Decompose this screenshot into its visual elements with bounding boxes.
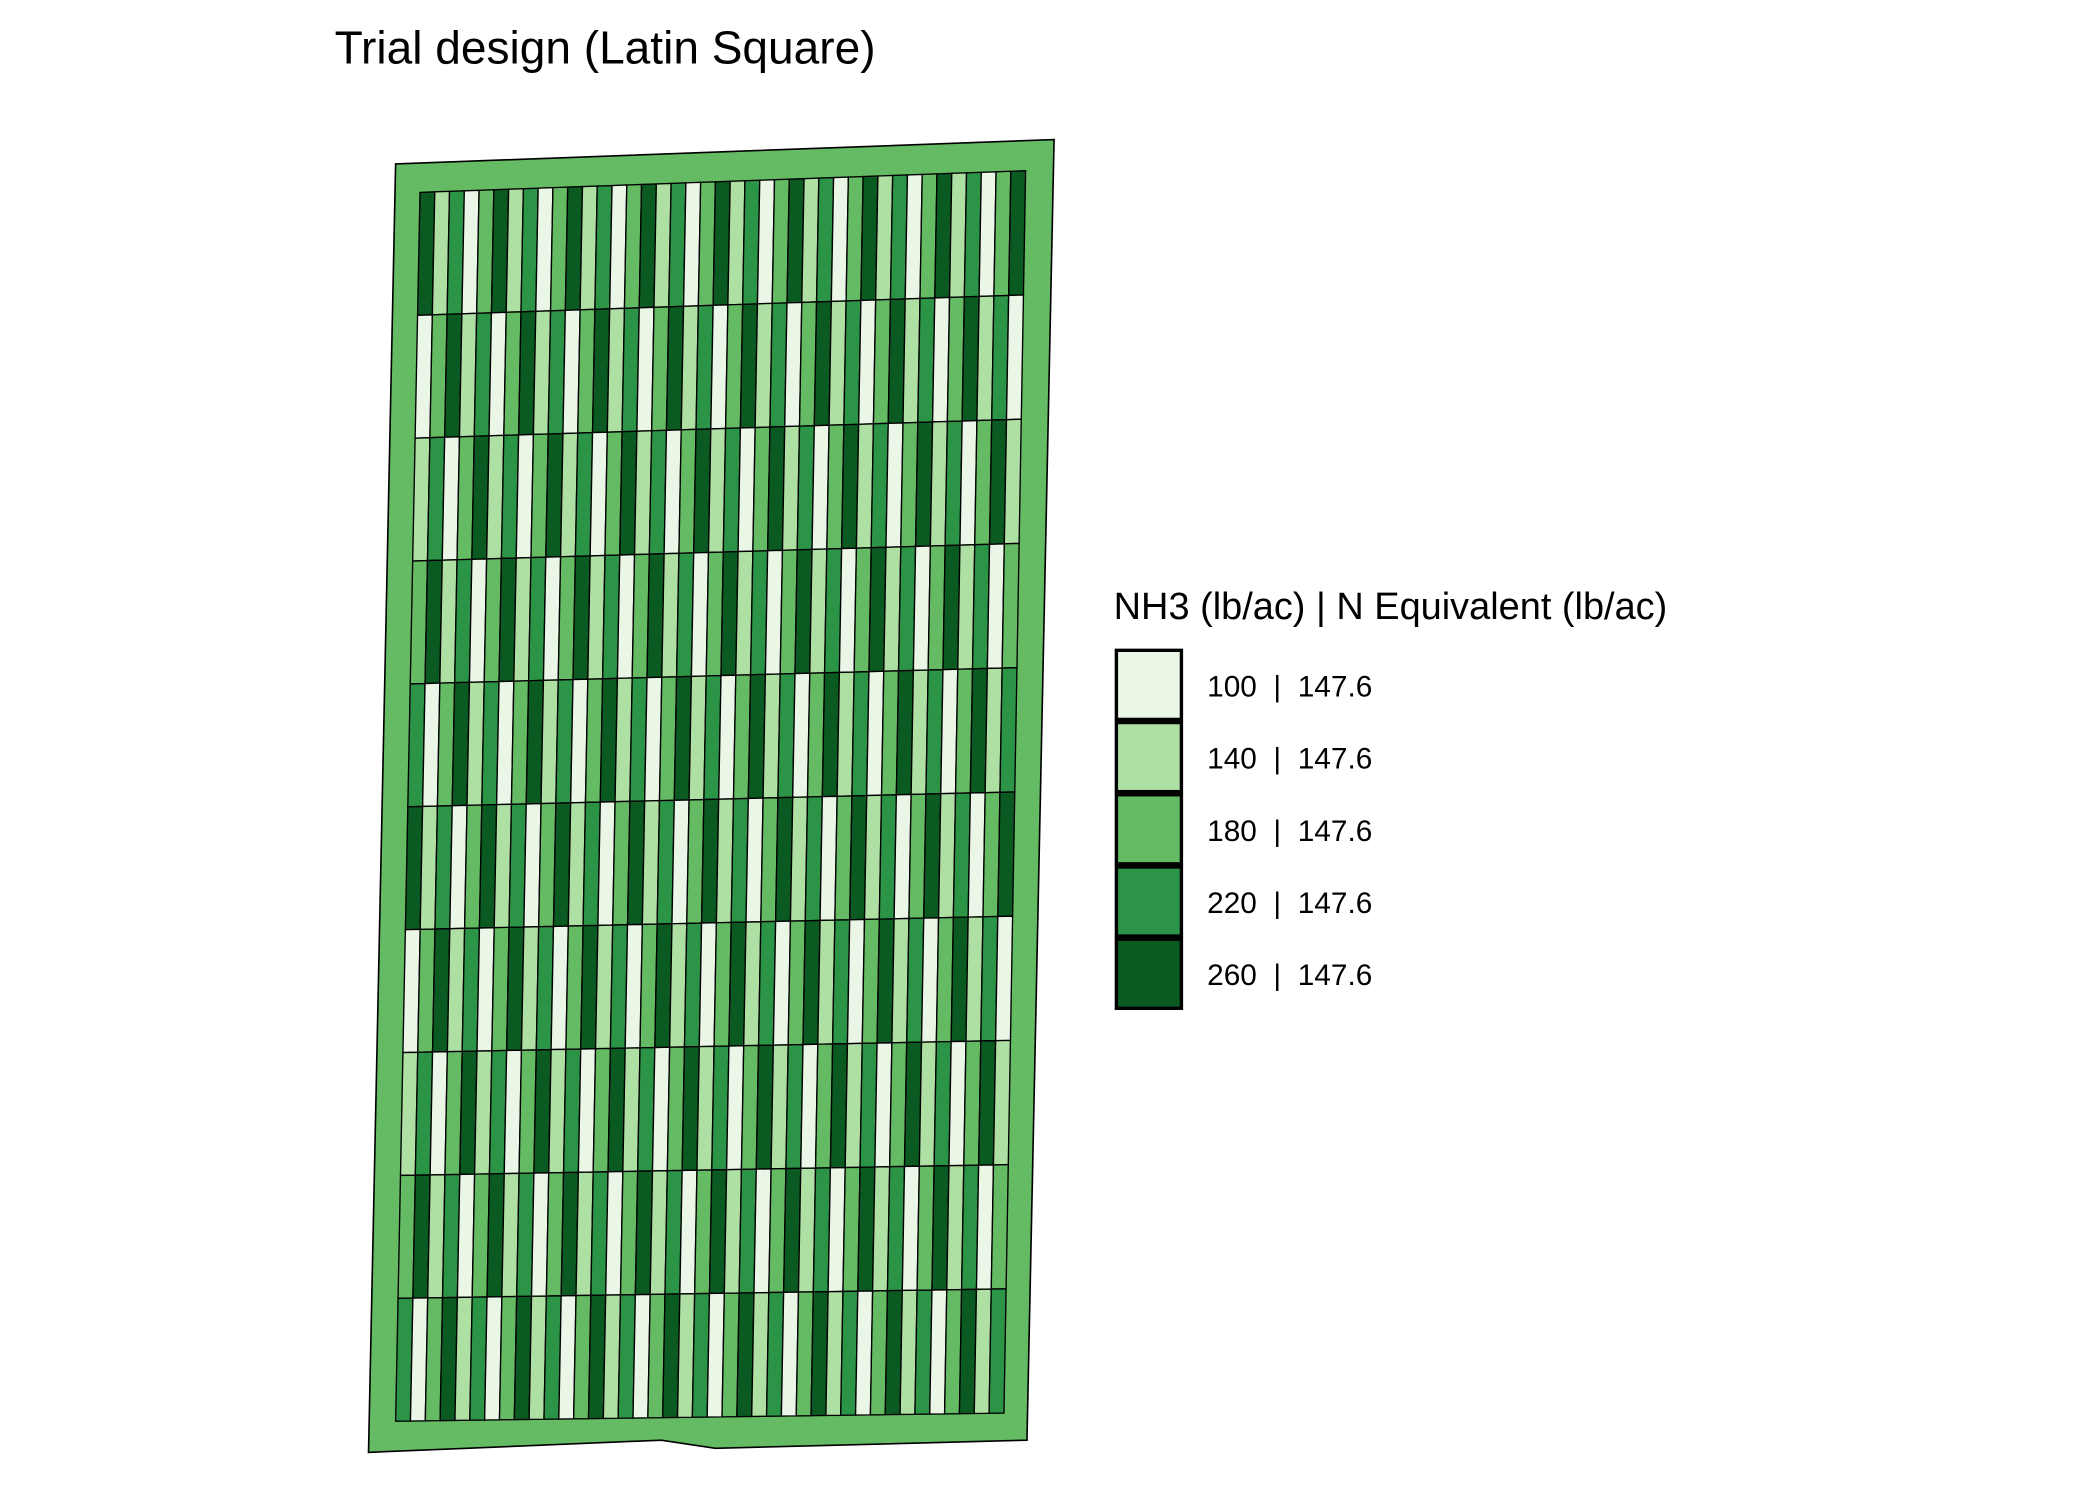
plot-cell	[935, 916, 955, 1043]
plot-cell	[982, 791, 1001, 918]
plot-cell	[971, 543, 991, 670]
plot-cell	[960, 1164, 980, 1291]
plot-cell	[933, 1040, 952, 1167]
legend-label: 260 | 147.6	[1207, 959, 1372, 992]
plot-cell	[990, 1163, 1009, 1290]
plot-cell	[954, 668, 974, 795]
legend: NH3 (lb/ac) | N Equivalent (lb/ac) 100 |…	[1114, 586, 1668, 1010]
legend-swatch	[1114, 865, 1184, 938]
plot-cell	[958, 1288, 978, 1415]
plot-cell	[952, 792, 972, 919]
plot-cell	[950, 916, 969, 1043]
plot-cell	[991, 294, 1010, 421]
plot-cell	[977, 1039, 997, 1166]
plot-cell	[1007, 170, 1027, 297]
plot-cell	[973, 1288, 992, 1415]
plot-cell	[965, 916, 984, 1042]
plot-cell	[988, 1288, 1007, 1414]
plot-cell	[920, 917, 940, 1043]
plot-cell	[997, 791, 1016, 918]
plot-cell	[948, 1040, 967, 1167]
legend-swatch	[1114, 793, 1184, 866]
plot-cell	[969, 667, 989, 794]
plot-cell	[959, 419, 978, 546]
chart-title: Trial design (Latin Square)	[335, 22, 876, 74]
legend-label: 180 | 147.6	[1207, 815, 1372, 848]
legend-label: 140 | 147.6	[1207, 743, 1372, 776]
plot-cell	[984, 667, 1003, 794]
legend-swatch	[1114, 720, 1184, 794]
plot-cell	[946, 1164, 965, 1291]
plot-cell	[978, 171, 997, 298]
legend-swatch	[1114, 648, 1184, 722]
plot-cell	[976, 295, 995, 422]
plot-cell	[999, 666, 1018, 793]
plot-cell	[988, 418, 1008, 545]
plot-cell	[943, 1288, 963, 1415]
legend-title: NH3 (lb/ac) | N Equivalent (lb/ac)	[1114, 586, 1668, 628]
plot-cell	[994, 915, 1014, 1042]
plot-cell	[916, 1165, 935, 1291]
plot-cell	[1001, 542, 1020, 669]
plot-cell	[974, 419, 993, 546]
plot-cell	[963, 1040, 982, 1167]
plot-cell	[986, 543, 1006, 670]
plot-cell	[1005, 294, 1025, 421]
plot-cell	[931, 1164, 950, 1291]
trial-plots	[394, 170, 1027, 1422]
plot-cell	[937, 792, 957, 919]
legend-label: 220 | 147.6	[1207, 887, 1372, 920]
plot-cell	[975, 1164, 995, 1291]
plot-cell	[929, 1289, 948, 1415]
plot-cell	[963, 171, 982, 298]
plot-cell	[993, 170, 1012, 297]
plot-cell	[967, 791, 986, 918]
legend-label: 100 | 147.6	[1207, 670, 1372, 703]
plot-cell	[992, 1039, 1012, 1166]
plot-cell	[980, 915, 999, 1042]
plot-cell	[1003, 418, 1022, 545]
plot-cell	[925, 668, 944, 795]
legend-swatch	[1114, 937, 1184, 1010]
